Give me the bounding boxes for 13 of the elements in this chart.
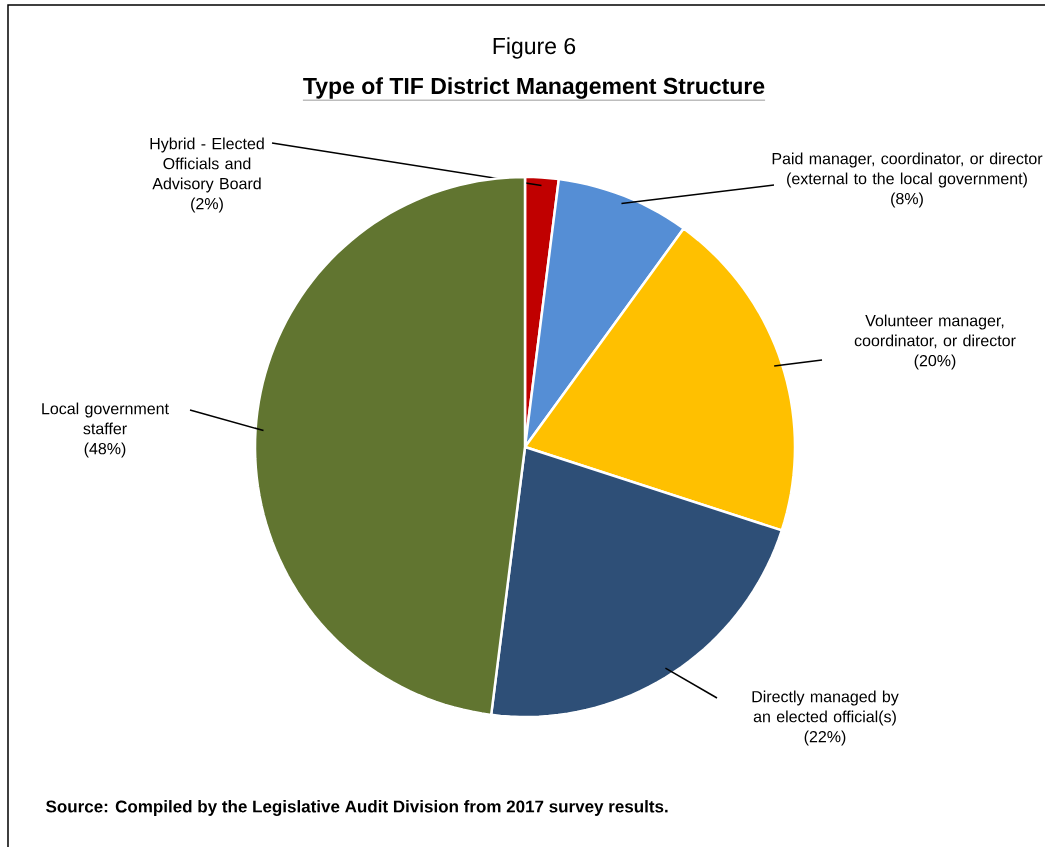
data-label: (22%) [804, 730, 846, 746]
slice-label: Volunteer manager, coordinator, or director [854, 314, 1016, 349]
data-label: (8%) [891, 192, 923, 208]
slice-label: Local government staffer [42, 402, 169, 435]
text: Source: Compiled by the Legislative Audit Division from 2017 survey results. [46, 800, 668, 816]
chart-subtitle: Type of TIF District Management Structure [303, 77, 765, 99]
data-label: (20%) [914, 354, 956, 370]
slice-label: Hybrid - Elected Officials and Advisory Board [150, 137, 264, 193]
data-label: (48%) [84, 442, 126, 458]
data-label: (2%) [191, 197, 223, 213]
chart-title: Figure 6 [493, 37, 576, 59]
slice-label: Directly managed by an elected official(s) [752, 690, 899, 726]
slice-label: Paid manager, coordinator, or director (external to the local government) [772, 152, 1043, 188]
